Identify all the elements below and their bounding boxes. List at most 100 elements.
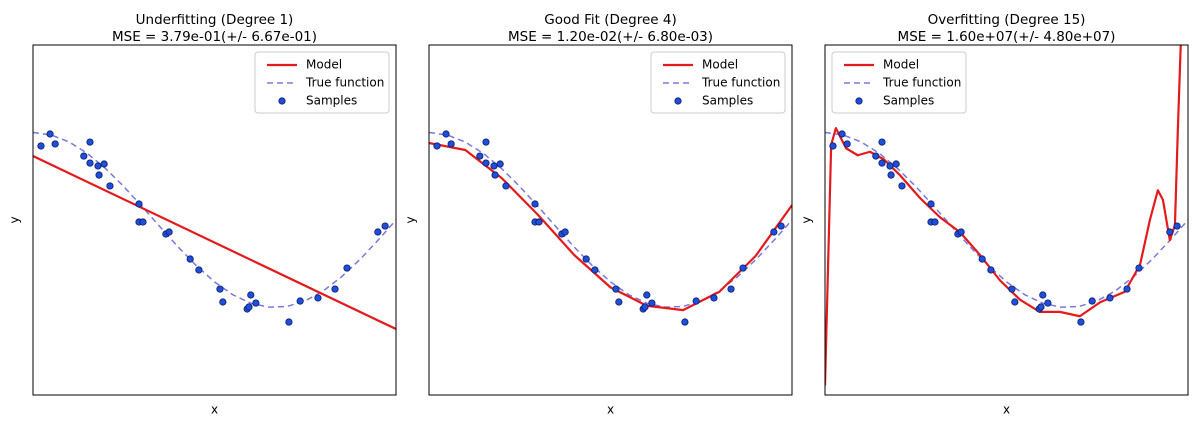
sample-point [195,266,203,274]
sample-point [1011,298,1019,306]
sample-point [582,255,590,263]
legend-label: True function [305,76,384,90]
panel: Good Fit (Degree 4)MSE = 1.20e-02(+/- 6.… [404,12,793,417]
sample-point [1106,294,1114,302]
sample-point [433,142,441,150]
legend-swatch [278,97,286,105]
sample-point [641,303,649,311]
sample-point [490,162,498,170]
sample-point [139,218,147,226]
legend-label: True function [882,76,961,90]
sample-point [1008,285,1016,293]
x-axis-label: x [211,403,218,417]
chart-title: Overfitting (Degree 15) [928,12,1086,28]
sample-point [681,318,689,326]
sample-point [727,285,735,293]
chart-title: Good Fit (Degree 4) [544,12,677,28]
legend-label: Model [883,58,919,72]
sample-point [872,152,880,160]
model-line [429,141,792,312]
sample-point [482,159,490,167]
model-line [825,45,1182,386]
y-axis-label: y [404,216,418,223]
sample-point [94,162,102,170]
plot-frame [32,44,397,396]
sample-point [1123,285,1131,293]
sample-point [531,200,539,208]
sample-point [100,160,108,168]
legend-label: Samples [306,94,357,108]
sample-point [978,255,986,263]
sample-point [502,182,510,190]
sample-point [927,200,935,208]
sample-point [186,255,194,263]
sample-point [482,138,490,146]
panel: Underfitting (Degree 1)MSE = 3.79e-01(+/… [8,12,397,417]
sample-point [643,291,651,299]
legend-box [831,51,967,114]
true-function-line [429,131,792,308]
sample-point [535,218,543,226]
sample-point [1135,264,1143,272]
sample-point [1166,228,1174,236]
sample-point [892,160,900,168]
y-axis-label: y [8,216,22,223]
sample-point [86,138,94,146]
sample-point [838,130,846,138]
sample-point [46,130,54,138]
sample-point [216,285,224,293]
legend-label: Model [306,58,342,72]
chart-subtitle: MSE = 1.60e+07(+/- 4.80e+07) [898,29,1116,45]
sample-point [245,303,253,311]
sample-point [442,130,450,138]
sample-point [561,228,569,236]
sample-point [476,152,484,160]
sample-point [931,218,939,226]
legend-label: Samples [702,94,753,108]
legend-box [650,51,786,114]
sample-point [648,299,656,307]
sample-point [491,171,499,179]
sample-point [843,140,851,148]
sample-point [80,152,88,160]
plot-frame [428,44,793,396]
sample-point [770,228,778,236]
sample-point [739,264,747,272]
sample-point [252,299,260,307]
sample-point [165,228,173,236]
legend-box [254,51,390,114]
sample-point [37,142,45,150]
sample-point [374,228,382,236]
sample-point [878,138,886,146]
legend-label: True function [701,76,780,90]
sample-point [615,298,623,306]
chart-subtitle: MSE = 1.20e-02(+/- 6.80e-03) [508,29,713,45]
sample-point [314,294,322,302]
legend-swatch [674,97,682,105]
sample-point [1088,297,1096,305]
chart-title: Underfitting (Degree 1) [136,12,294,28]
sample-point [957,228,965,236]
sample-point [51,140,59,148]
true-function-line [33,131,396,308]
sample-point [777,222,785,230]
x-axis-label: x [1003,403,1010,417]
sample-point [710,294,718,302]
sample-point [1037,303,1045,311]
sample-point [591,266,599,274]
legend-label: Model [702,58,738,72]
legend: Model True function Samples [831,51,967,114]
sample-point [1173,222,1181,230]
sample-point [381,222,389,230]
sample-point [612,285,620,293]
legend-label: Samples [883,94,934,108]
x-axis-label: x [607,403,614,417]
sample-point [898,182,906,190]
sample-point [886,162,894,170]
sample-point [829,142,837,150]
sample-point [343,264,351,272]
sample-point [887,171,895,179]
sample-point [106,182,114,190]
plot-area [33,130,396,331]
